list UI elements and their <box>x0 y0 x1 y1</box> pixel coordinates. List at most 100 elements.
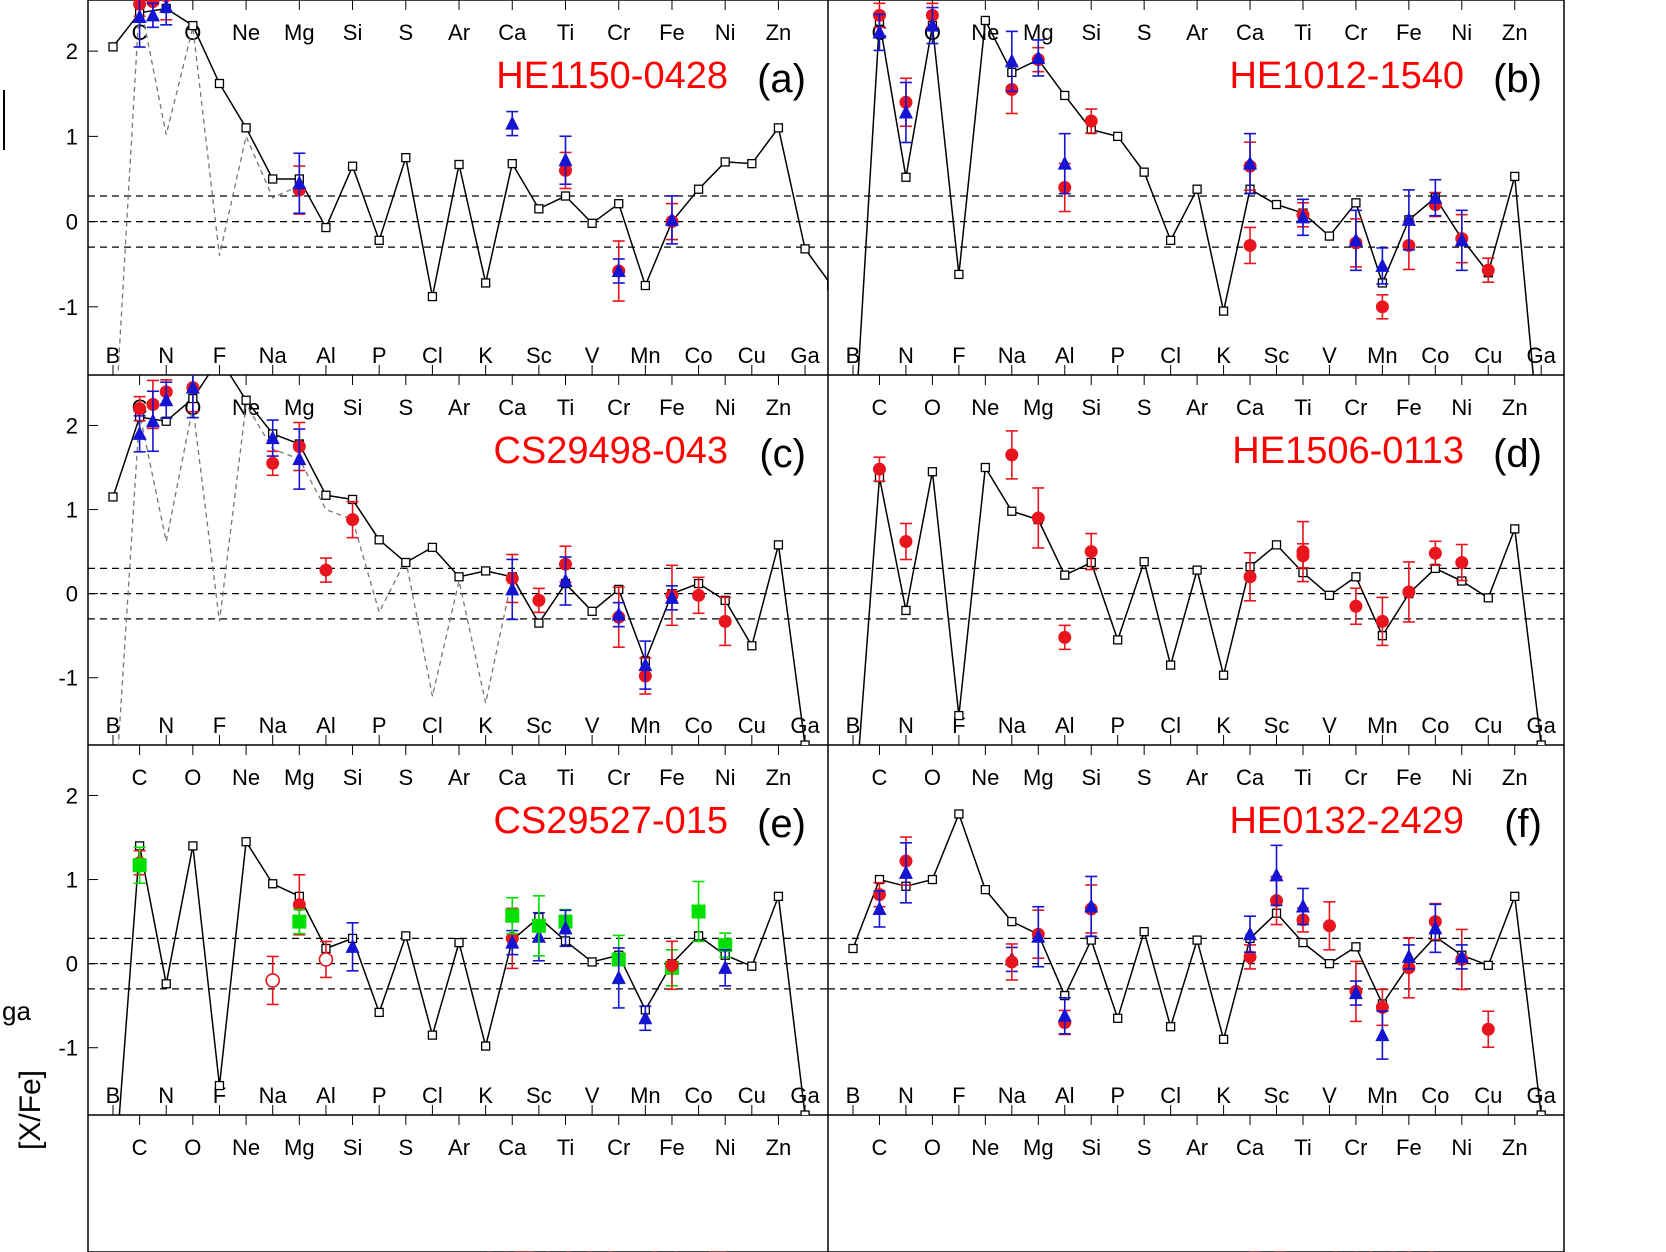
obs-point-blue <box>1375 257 1390 272</box>
model-point <box>401 931 411 941</box>
element-label-bottom: Cl <box>1160 1083 1181 1108</box>
element-label-bottom: Ga <box>790 713 820 738</box>
obs-point-blue <box>872 24 887 39</box>
model-point <box>1192 565 1202 575</box>
model-point <box>848 943 858 954</box>
element-label-top: Ar <box>1186 395 1208 420</box>
obs-point-blue <box>145 413 160 428</box>
panel-plot-area <box>118 837 810 1115</box>
element-label-top: Ti <box>1294 765 1312 790</box>
model-point <box>214 78 225 89</box>
model-point <box>800 244 810 254</box>
element-label-bottom: F <box>213 343 226 368</box>
model-point <box>401 153 411 163</box>
model-point <box>1007 506 1017 516</box>
element-label-top: Mg <box>284 20 315 45</box>
panel-plot-area <box>848 809 1546 1115</box>
element-label-top: Fe <box>659 1135 685 1160</box>
obs-point-blue <box>505 934 520 949</box>
element-label-top: Zn <box>1502 20 1528 45</box>
obs-point-blue <box>1348 985 1363 1000</box>
element-label-bottom: P <box>372 1083 387 1108</box>
model-point <box>401 557 411 568</box>
element-label-top: Zn <box>766 1135 792 1160</box>
obs-point-blue <box>558 920 573 935</box>
panel-star-label: HE1012-1540 <box>1229 55 1464 97</box>
element-label-bottom: Cu <box>1474 343 1502 368</box>
obs-point-blue <box>925 17 940 32</box>
element-label-top: Ni <box>1451 395 1472 420</box>
panel-axes-r0c1: CONeMgSiSArCaTiCrFeNiZnBNFNaAlPClKScVMnC… <box>828 0 1564 375</box>
panel-plot-area <box>858 430 1546 745</box>
obs-point-blue <box>718 959 733 974</box>
panel-star-label: CS29498-043 <box>493 430 728 472</box>
obs-point-blue <box>1348 232 1363 247</box>
element-label-bottom: Al <box>1055 1083 1075 1108</box>
element-label-top: Ar <box>448 395 470 420</box>
element-label-top: Ne <box>232 1135 260 1160</box>
element-label-top: C <box>872 395 888 420</box>
element-label-top: C <box>132 765 148 790</box>
model-point <box>587 606 597 616</box>
obs-point-red <box>1375 300 1389 314</box>
model-point <box>800 740 810 745</box>
obs-point-blue <box>1295 898 1310 913</box>
element-label-bottom: P <box>372 343 387 368</box>
element-label-bottom: V <box>1322 1083 1337 1108</box>
obs-point-blue <box>292 175 307 190</box>
element-label-top: Fe <box>1396 1135 1422 1160</box>
obs-point-blue <box>638 1010 653 1025</box>
element-label-bottom: K <box>478 1083 493 1108</box>
element-label-top: Mg <box>284 765 315 790</box>
element-label-top: Ca <box>498 765 527 790</box>
y-tick-label: 2 <box>66 783 78 808</box>
model-point <box>321 490 331 500</box>
element-label-top: S <box>398 395 413 420</box>
element-label-top: Zn <box>1502 1135 1528 1160</box>
element-label-bottom: N <box>158 1083 174 1108</box>
element-label-top: Zn <box>766 395 792 420</box>
element-label-bottom: Al <box>316 713 336 738</box>
element-label-top: Si <box>343 20 363 45</box>
element-label-bottom: Na <box>259 1083 288 1108</box>
figure-frame <box>87 0 1565 1252</box>
model-point <box>901 605 911 616</box>
model-point <box>1510 171 1520 182</box>
model-point <box>241 395 251 405</box>
element-label-top: O <box>924 765 941 790</box>
panel-star-label: HE0132-2429 <box>1229 800 1464 842</box>
model-point <box>927 467 938 477</box>
element-label-top: Ne <box>971 765 999 790</box>
element-label-bottom: Co <box>1421 343 1449 368</box>
element-label-top: Ne <box>971 1135 999 1160</box>
element-label-bottom: Na <box>998 713 1027 738</box>
element-label-top: Fe <box>659 395 685 420</box>
model-point <box>720 157 730 167</box>
model-point <box>560 191 571 201</box>
y-tick-label: 1 <box>66 868 78 893</box>
element-label-bottom: V <box>1322 343 1337 368</box>
model-point <box>773 891 784 902</box>
y-tick-label: 0 <box>66 582 78 607</box>
model-point <box>161 979 171 989</box>
element-label-bottom: N <box>898 343 914 368</box>
element-label-bottom: B <box>846 1083 861 1108</box>
element-label-bottom: V <box>585 713 600 738</box>
element-label-top: S <box>1137 20 1152 45</box>
element-label-bottom: Al <box>316 343 336 368</box>
model-point <box>980 15 990 26</box>
element-label-top: Ti <box>557 765 575 790</box>
element-label-top: Ni <box>715 1135 736 1160</box>
model-point <box>268 879 278 889</box>
model-point <box>800 1110 810 1115</box>
element-label-bottom: N <box>898 1083 914 1108</box>
model-point <box>427 542 438 553</box>
panel-letter: (d) <box>1493 432 1542 476</box>
model-point <box>534 204 544 214</box>
element-label-top: Cr <box>607 765 630 790</box>
obs-point-blue <box>1295 209 1310 224</box>
obs-point-red <box>872 462 886 476</box>
element-label-top: Zn <box>1502 395 1528 420</box>
obs-point-red <box>1243 238 1257 252</box>
element-label-top: Ni <box>1451 765 1472 790</box>
